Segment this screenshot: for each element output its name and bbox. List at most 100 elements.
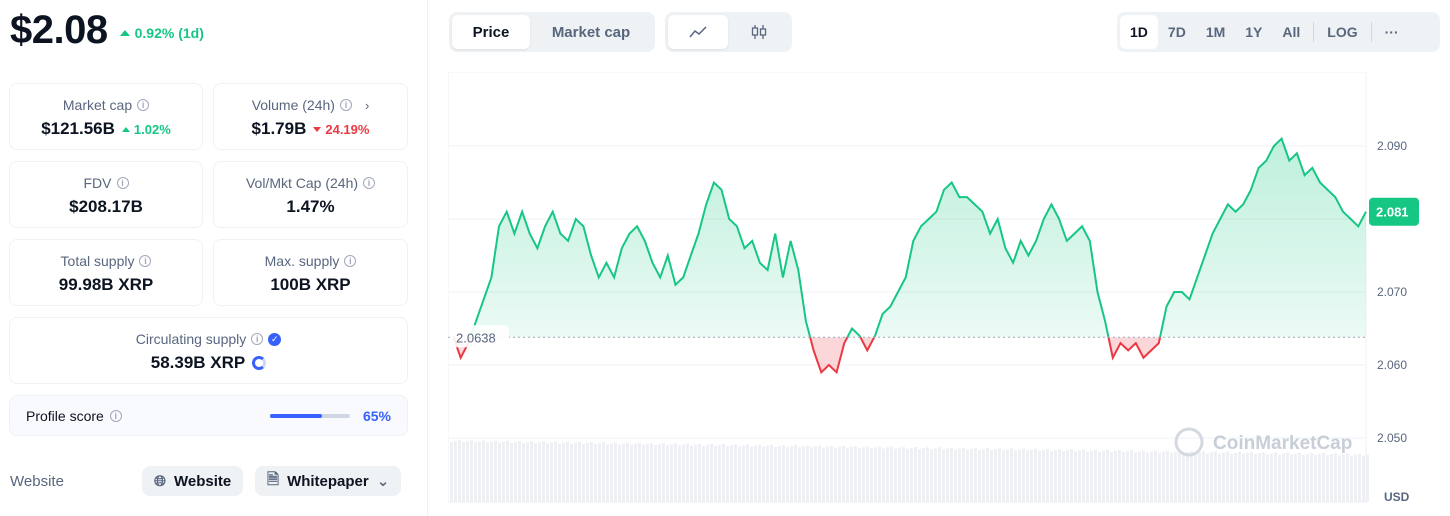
range-all[interactable]: All bbox=[1282, 24, 1301, 40]
volume-bar bbox=[1130, 450, 1133, 502]
volume-bar bbox=[1234, 452, 1237, 502]
volume-bar bbox=[1354, 454, 1357, 502]
info-icon[interactable]: i bbox=[363, 177, 376, 189]
range-1m[interactable]: 1M bbox=[1205, 24, 1226, 40]
volume-bar bbox=[918, 449, 921, 502]
volume-bar bbox=[1274, 452, 1277, 502]
volume-bar bbox=[1278, 454, 1281, 502]
range-1y[interactable]: 1Y bbox=[1245, 24, 1263, 40]
volume-bar bbox=[502, 441, 505, 502]
volume-bar bbox=[970, 448, 973, 502]
volume-bar bbox=[686, 443, 689, 502]
volume-bar bbox=[458, 440, 461, 502]
profile-score-fill bbox=[270, 414, 322, 418]
volume-bar bbox=[758, 444, 761, 502]
volume-bar bbox=[486, 442, 489, 502]
volume-bar bbox=[538, 442, 541, 502]
volume-bar bbox=[722, 444, 725, 502]
volume-bar bbox=[782, 444, 785, 502]
volume-bar bbox=[598, 443, 601, 502]
volume-bar bbox=[898, 447, 901, 502]
info-icon[interactable]: i bbox=[109, 409, 122, 422]
volume-card[interactable]: Volume (24h) i › $1.79B 24.19% bbox=[213, 83, 408, 150]
volume-bar bbox=[530, 441, 533, 502]
max-supply-card: Max. supply i 100B XRP bbox=[213, 239, 408, 306]
volume-bar bbox=[1066, 450, 1069, 502]
volume-bar bbox=[1150, 451, 1153, 502]
volume-bar bbox=[878, 446, 881, 502]
divider bbox=[1313, 22, 1315, 42]
volume-bar bbox=[826, 446, 829, 502]
volume-bar bbox=[1050, 451, 1053, 502]
volume-bar bbox=[654, 445, 657, 502]
volume-bar bbox=[954, 449, 957, 502]
volume-bar bbox=[886, 447, 889, 502]
line-chart-button[interactable] bbox=[668, 15, 728, 49]
volume-bar bbox=[1358, 453, 1361, 502]
current-price-label: 2.081 bbox=[1376, 205, 1409, 220]
line-chart-icon bbox=[689, 26, 707, 38]
volume-bar bbox=[630, 444, 633, 502]
info-icon[interactable]: i bbox=[251, 333, 264, 345]
volume-bar bbox=[1126, 451, 1129, 502]
y-tick-label: 2.090 bbox=[1377, 139, 1407, 153]
volume-bar bbox=[662, 443, 665, 502]
volume-bar bbox=[1286, 452, 1289, 502]
chart-watermark: CoinMarketCap bbox=[1213, 433, 1352, 454]
info-icon[interactable]: i bbox=[139, 255, 152, 267]
links-row: Website 🌐︎ Website 🗎 Whitepaper ⌄ bbox=[10, 466, 408, 496]
volume-bar bbox=[522, 443, 525, 502]
whitepaper-button[interactable]: 🗎 Whitepaper ⌄ bbox=[255, 466, 402, 496]
tab-price[interactable]: Price bbox=[452, 15, 530, 49]
volume-bar bbox=[626, 442, 629, 502]
volume-bar bbox=[550, 442, 553, 502]
volume-bar bbox=[990, 450, 993, 502]
volume-bar bbox=[570, 443, 573, 502]
volume-bar bbox=[670, 444, 673, 502]
volume-bar bbox=[746, 444, 749, 502]
info-icon[interactable]: i bbox=[344, 255, 357, 267]
volume-bar bbox=[938, 447, 941, 502]
profile-score[interactable]: Profile score i 65% bbox=[9, 395, 408, 436]
volume-bar bbox=[914, 446, 917, 502]
tab-market-cap[interactable]: Market cap bbox=[551, 23, 631, 41]
info-icon[interactable]: i bbox=[339, 99, 352, 111]
volume-bar bbox=[1210, 452, 1213, 502]
volume-bar bbox=[962, 447, 965, 502]
info-icon[interactable]: i bbox=[116, 177, 129, 189]
chevron-down-icon: ⌄ bbox=[376, 473, 390, 490]
caret-up-icon bbox=[119, 29, 130, 36]
volume-bar bbox=[1070, 449, 1073, 502]
range-7d[interactable]: 7D bbox=[1167, 24, 1186, 40]
candlestick-button[interactable] bbox=[728, 15, 789, 49]
chevron-right-icon[interactable]: › bbox=[364, 97, 370, 113]
range-1d[interactable]: 1D bbox=[1120, 15, 1158, 49]
volume-bar bbox=[1014, 450, 1017, 502]
info-icon[interactable]: i bbox=[137, 99, 150, 111]
volume-bar bbox=[734, 444, 737, 502]
volume-bar bbox=[1018, 449, 1021, 502]
volume-bar bbox=[1010, 448, 1013, 502]
chart-metric-tabs: Price Market cap bbox=[449, 12, 655, 52]
website-button[interactable]: 🌐︎ Website bbox=[142, 466, 244, 496]
volume-bar bbox=[690, 445, 693, 502]
volume-bar bbox=[754, 445, 757, 502]
volume-bar bbox=[1138, 451, 1141, 502]
volume-bar bbox=[578, 441, 581, 502]
volume-bar bbox=[974, 447, 977, 502]
volume-bar bbox=[1222, 452, 1225, 502]
more-options-button[interactable]: ··· bbox=[1384, 24, 1399, 40]
volume-bar bbox=[1026, 450, 1029, 502]
total-supply-label: Total supply bbox=[60, 253, 135, 269]
volume-bar bbox=[702, 445, 705, 502]
volume-bar bbox=[1082, 449, 1085, 502]
volume-bar bbox=[838, 446, 841, 502]
volume-bar bbox=[1198, 452, 1201, 502]
whitepaper-button-label: Whitepaper bbox=[287, 472, 369, 490]
current-price-badge bbox=[1369, 197, 1419, 226]
log-scale-toggle[interactable]: LOG bbox=[1327, 24, 1358, 40]
fdv-label: FDV bbox=[83, 175, 112, 191]
globe-icon: 🌐︎ bbox=[154, 472, 167, 490]
